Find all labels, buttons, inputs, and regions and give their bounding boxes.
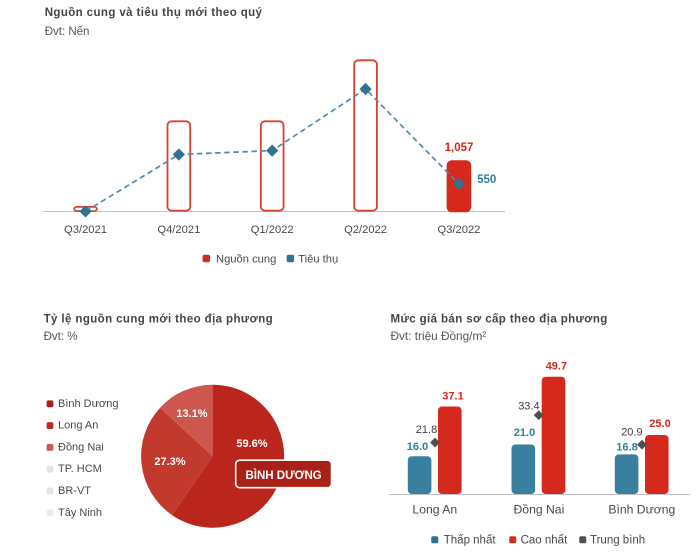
svg-text:Q1/2022: Q1/2022 [251,224,294,236]
svg-text:Mức giá bán sơ cấp theo địa ph: Mức giá bán sơ cấp theo địa phương [391,313,608,325]
svg-text:Thấp nhất: Thấp nhất [444,535,497,547]
svg-text:Bình Dương: Bình Dương [58,398,118,410]
svg-text:Long An: Long An [412,503,457,517]
svg-text:Đvt: %: Đvt: % [44,331,78,343]
svg-text:27.3%: 27.3% [154,456,185,468]
svg-text:Nguồn cung: Nguồn cung [216,254,276,266]
svg-text:16.8: 16.8 [616,441,637,453]
svg-text:Q2/2022: Q2/2022 [344,224,387,236]
svg-text:21.0: 21.0 [514,427,535,439]
svg-text:25.0: 25.0 [649,418,670,430]
svg-text:Tiêu thụ: Tiêu thụ [298,254,338,266]
svg-text:Đồng Nai: Đồng Nai [58,442,104,454]
svg-text:33.4: 33.4 [518,401,539,413]
svg-text:Q3/2022: Q3/2022 [437,224,480,236]
svg-text:550: 550 [477,174,496,186]
svg-text:Bình Dương: Bình Dương [608,503,675,517]
svg-text:Long An: Long An [58,420,98,432]
svg-text:Cao nhất: Cao nhất [521,535,568,547]
svg-text:Q3/2021: Q3/2021 [64,224,107,236]
svg-text:TP. HCM: TP. HCM [58,463,102,475]
svg-text:Đvt: triệu Đồng/m²: Đvt: triệu Đồng/m² [391,329,487,343]
svg-text:Q4/2021: Q4/2021 [157,224,200,236]
svg-text:1,057: 1,057 [445,142,474,154]
svg-text:59.6%: 59.6% [236,438,267,450]
svg-text:21.8: 21.8 [416,424,437,436]
svg-text:16.0: 16.0 [407,441,428,453]
svg-text:Tây Ninh: Tây Ninh [58,507,102,519]
svg-text:BR-VT: BR-VT [58,485,91,497]
svg-text:Tỷ lệ nguồn cung mới theo địa: Tỷ lệ nguồn cung mới theo địa phương [44,313,273,325]
svg-text:49.7: 49.7 [546,360,567,372]
svg-text:Đồng Nai: Đồng Nai [513,503,564,517]
svg-text:Trung bình: Trung bình [590,535,645,547]
svg-text:20.9: 20.9 [621,427,642,439]
svg-text:Đvt: Nến: Đvt: Nến [45,26,90,38]
svg-text:BÌNH DƯƠNG: BÌNH DƯƠNG [245,469,321,482]
svg-text:13.1%: 13.1% [176,408,207,420]
svg-text:Nguồn cung và tiêu thụ mới the: Nguồn cung và tiêu thụ mới theo quý [45,7,263,19]
svg-text:37.1: 37.1 [442,391,463,403]
